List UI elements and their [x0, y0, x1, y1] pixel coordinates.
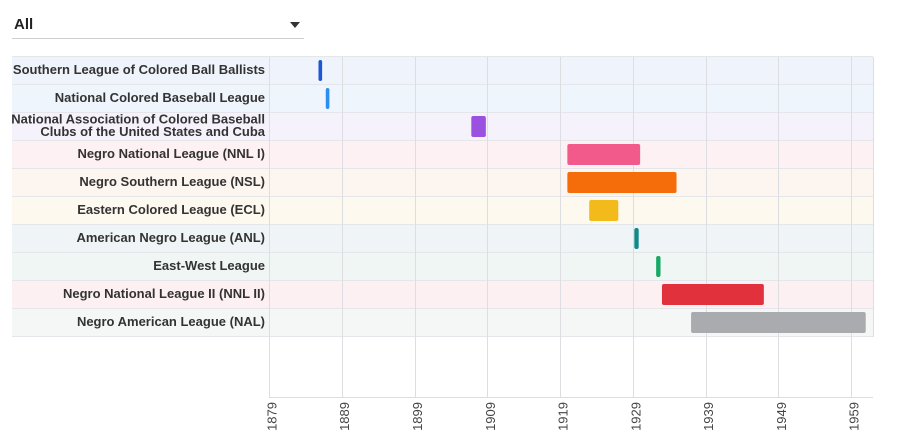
league-bar[interactable]: [471, 116, 486, 137]
row-label: Negro National League II (NNL II): [63, 286, 265, 301]
row-label: Southern League of Colored Ball Ballists: [13, 62, 265, 77]
row-label: Negro National League (NNL I): [77, 146, 265, 161]
row-label: East-West League: [153, 258, 265, 273]
filter-selected-value: All: [14, 16, 34, 33]
row-band: [12, 225, 873, 252]
row-label: American Negro League (ANL): [76, 230, 265, 245]
row-band: [12, 85, 873, 112]
row-label: National Colored Baseball League: [55, 90, 265, 105]
row-label: Negro American League (NAL): [77, 314, 265, 329]
league-bar[interactable]: [325, 88, 330, 109]
league-bar[interactable]: [634, 228, 639, 249]
row-band: [12, 253, 873, 280]
row-label: National Association of Colored Baseball: [11, 112, 265, 127]
league-bar[interactable]: [661, 284, 764, 305]
league-bar[interactable]: [567, 144, 641, 165]
row-band: [12, 141, 873, 168]
league-bar[interactable]: [589, 200, 619, 221]
league-bar[interactable]: [318, 60, 323, 81]
league-bar[interactable]: [656, 256, 661, 277]
row-label: Eastern Colored League (ECL): [77, 202, 265, 217]
league-filter-dropdown[interactable]: All: [12, 12, 304, 39]
x-tick-label: 1959: [847, 402, 862, 431]
x-tick-label: 1929: [628, 402, 643, 431]
x-tick-label: 1909: [483, 402, 498, 431]
row-label: Clubs of the United States and Cuba: [40, 124, 265, 139]
row-band: [12, 57, 873, 84]
league-bar[interactable]: [691, 312, 866, 333]
x-tick-label: 1919: [556, 402, 571, 431]
x-tick-label: 1889: [337, 402, 352, 431]
row-label: Negro Southern League (NSL): [79, 174, 265, 189]
x-tick-label: 1879: [264, 402, 279, 431]
chevron-down-icon: [290, 22, 300, 28]
row-band: [12, 113, 873, 140]
row-band: [12, 169, 873, 196]
x-tick-label: 1899: [410, 402, 425, 431]
x-tick-label: 1949: [774, 402, 789, 431]
row-band: [12, 197, 873, 224]
league-bar[interactable]: [567, 172, 677, 193]
x-tick-label: 1939: [701, 402, 716, 431]
